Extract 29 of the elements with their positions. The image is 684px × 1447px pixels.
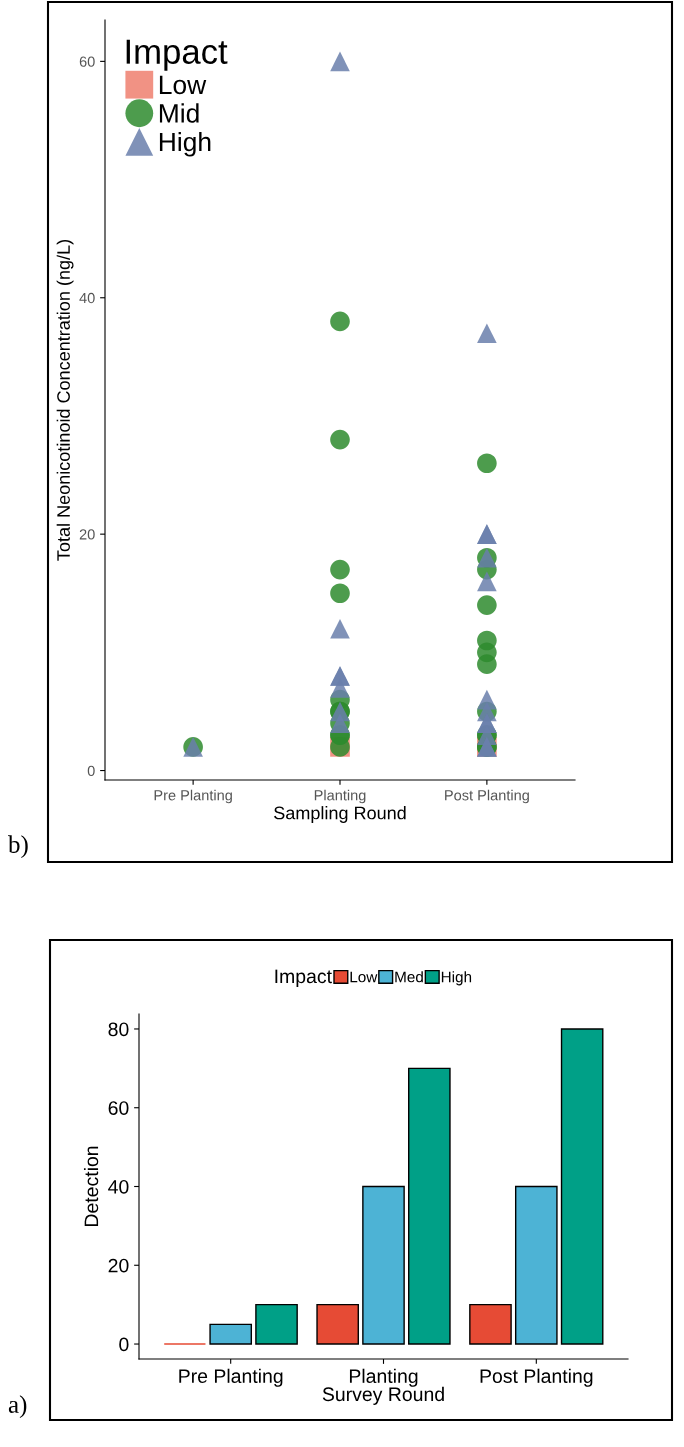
x-tick-label: Post Planting [445, 789, 529, 804]
y-tick-label: 40 [79, 292, 95, 304]
legend-label: Mid [159, 103, 199, 123]
y-tick-label: 60 [108, 1101, 129, 1115]
y-axis-title: Total Neonicotinoid Concentration (ng/L) [56, 240, 74, 561]
legend-title: Impact [126, 39, 228, 71]
text: a) [8, 1395, 27, 1418]
x-tick-label: Post Planting [480, 1368, 593, 1387]
x-tick-label: Pre Planting [179, 1368, 283, 1387]
y-tick-label: 20 [108, 1258, 129, 1273]
legend-label: High [441, 971, 472, 986]
y-tick-label: 60 [79, 56, 95, 67]
y-tick-label: 0 [119, 1337, 129, 1352]
y-tick-label: 20 [79, 529, 95, 540]
x-axis-title: Sampling Round [274, 806, 406, 823]
legend-title: Impact [275, 969, 332, 988]
x-tick-label: Planting [314, 789, 366, 804]
y-tick-label: 80 [108, 1022, 129, 1037]
y-tick-label: 0 [87, 765, 95, 776]
legend-label: Low [159, 75, 207, 95]
x-tick-label: Planting [349, 1368, 418, 1387]
x-tick-label: Pre Planting [154, 789, 232, 804]
x-axis-title: Survey Round [322, 1386, 444, 1405]
legend-label: Low [350, 971, 378, 983]
legend-label: High [159, 131, 211, 157]
y-tick-label: 40 [108, 1179, 129, 1194]
text: b) [8, 835, 28, 858]
y-axis-title: Detection [83, 1146, 99, 1226]
legend-label: Med [395, 971, 423, 983]
